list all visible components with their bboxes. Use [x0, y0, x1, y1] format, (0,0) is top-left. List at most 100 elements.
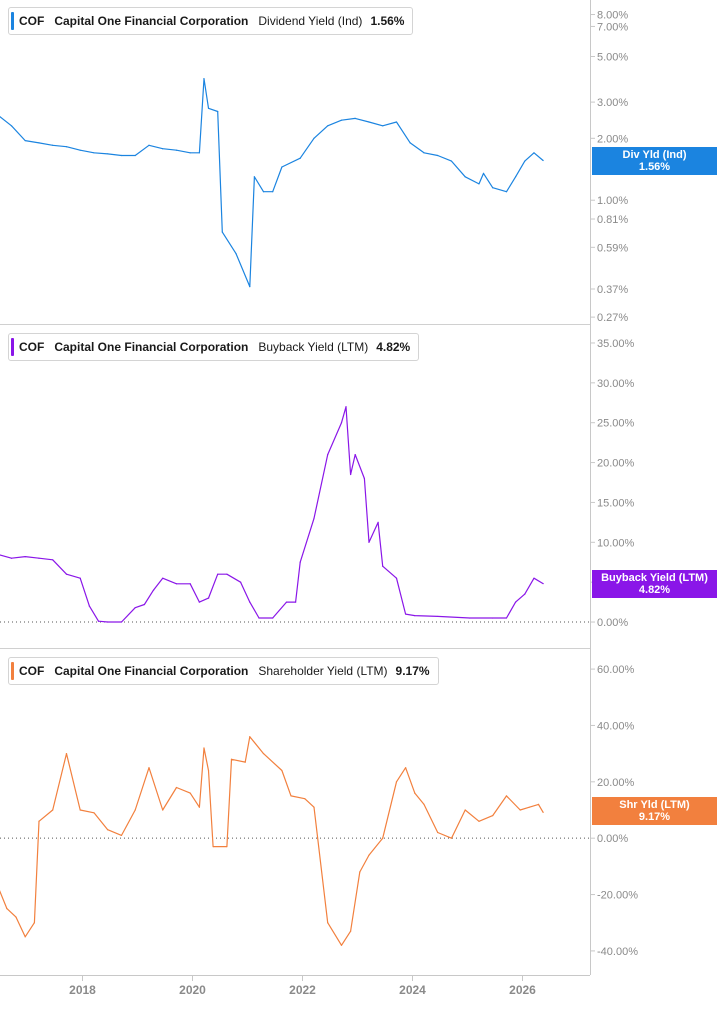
- data-point: [65, 753, 68, 755]
- data-point: [313, 517, 315, 519]
- data-point: [281, 769, 283, 772]
- data-point: [120, 621, 123, 623]
- data-point: [478, 183, 480, 185]
- data-point: [10, 125, 13, 127]
- data-point: [515, 601, 517, 603]
- data-point: [450, 160, 453, 162]
- data-point: [148, 144, 150, 146]
- data-point: [528, 806, 530, 808]
- data-point: [409, 142, 411, 144]
- data-point: [272, 191, 274, 193]
- data-point: [382, 565, 384, 567]
- data-point: [533, 577, 535, 579]
- series-line: [0, 406, 544, 623]
- legend-metric: Dividend Yield (Ind): [258, 14, 363, 28]
- data-point: [203, 747, 205, 749]
- y-tick-label: 20.00%: [597, 458, 635, 470]
- data-point: [262, 191, 265, 193]
- data-point: [395, 121, 398, 123]
- y-tick-label: 25.00%: [597, 418, 635, 430]
- series-line: [0, 736, 544, 946]
- data-point: [537, 803, 540, 805]
- data-point: [299, 157, 301, 159]
- data-point: [437, 615, 439, 618]
- y-tick-label: 1.00%: [597, 195, 628, 207]
- data-point: [65, 573, 68, 575]
- y-tick-label: 5.00%: [597, 51, 628, 63]
- current-value-tag-buyback: Buyback Yield (LTM) 4.82%: [592, 570, 717, 598]
- data-point: [6, 908, 8, 910]
- data-point: [38, 820, 40, 822]
- data-point: [382, 125, 384, 127]
- data-point: [437, 831, 439, 834]
- y-tick-label: 20.00%: [597, 777, 635, 789]
- data-point: [340, 422, 343, 424]
- data-point: [107, 621, 109, 623]
- data-point: [395, 781, 398, 783]
- data-point: [350, 930, 352, 932]
- data-point: [120, 154, 123, 157]
- data-point: [524, 160, 526, 162]
- data-point: [464, 176, 466, 178]
- data-point: [226, 846, 228, 848]
- data-point: [515, 176, 517, 178]
- data-point: [207, 597, 210, 599]
- data-point: [524, 593, 526, 595]
- data-point: [542, 159, 544, 162]
- data-point: [52, 144, 54, 146]
- data-point: [107, 153, 109, 155]
- data-point: [313, 137, 315, 139]
- data-point: [189, 792, 191, 794]
- data-point: [203, 78, 205, 80]
- y-tick-label: 10.00%: [597, 537, 635, 549]
- data-point: [244, 761, 246, 763]
- data-point: [382, 837, 384, 839]
- data-point: [79, 149, 81, 151]
- data-point: [198, 601, 200, 603]
- data-point: [313, 806, 315, 808]
- legend-metric: Buyback Yield (LTM): [258, 340, 369, 354]
- data-point: [24, 139, 26, 142]
- data-point: [478, 820, 480, 822]
- data-point: [175, 149, 178, 151]
- data-point: [235, 252, 237, 255]
- y-tick-label: 30.00%: [597, 378, 635, 390]
- data-point: [414, 792, 416, 794]
- tag-label: Buyback Yield (LTM): [601, 572, 708, 584]
- data-point: [93, 812, 95, 814]
- y-tick-label: 0.37%: [597, 284, 628, 296]
- data-point: [143, 603, 145, 606]
- data-point: [162, 809, 164, 811]
- data-point: [152, 589, 155, 591]
- data-point: [519, 809, 521, 811]
- data-point: [405, 613, 407, 615]
- data-point: [175, 583, 178, 585]
- data-point: [327, 453, 329, 456]
- data-point: [107, 829, 109, 831]
- data-point: [505, 617, 508, 619]
- x-tick-label: 2020: [179, 983, 206, 997]
- data-point: [272, 617, 274, 619]
- data-point: [354, 453, 356, 456]
- data-point: [65, 146, 68, 148]
- data-point: [464, 809, 466, 811]
- data-point: [368, 541, 370, 543]
- data-point: [368, 121, 370, 123]
- data-point: [299, 561, 301, 563]
- data-point: [38, 557, 40, 559]
- legend-dividend-yield: COF Capital One Financial Corporation Di…: [8, 7, 414, 35]
- data-point: [295, 601, 297, 603]
- data-point: [505, 795, 508, 797]
- data-point: [281, 166, 283, 168]
- data-point: [15, 916, 17, 918]
- data-point: [24, 936, 26, 938]
- data-point: [350, 473, 352, 476]
- data-point: [492, 815, 494, 817]
- data-point: [162, 577, 164, 579]
- data-point: [327, 922, 329, 924]
- y-tick-label: 0.00%: [597, 833, 628, 845]
- data-point: [405, 767, 407, 769]
- data-point: [38, 142, 40, 144]
